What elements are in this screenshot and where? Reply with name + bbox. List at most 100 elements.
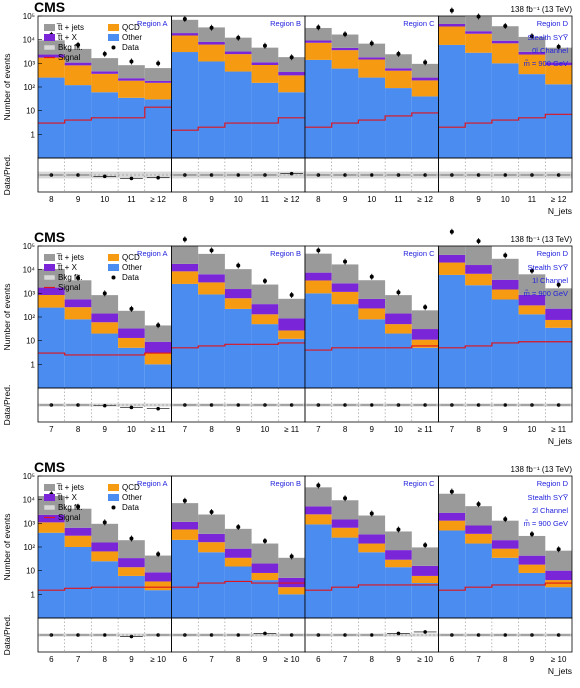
bar-ttjets	[198, 514, 225, 534]
ratio-point	[129, 634, 134, 639]
bar-qcd	[518, 54, 546, 75]
x-tick-label: 10	[367, 195, 376, 204]
data-point	[289, 55, 294, 60]
bar-ttjets	[518, 535, 546, 556]
cms-label: CMS	[34, 459, 65, 475]
x-tick-label: 7	[209, 655, 214, 664]
bar-other	[118, 575, 145, 618]
bar-ttjets	[411, 310, 439, 330]
x-tick-label: 8	[503, 655, 508, 664]
legend-label-other: Other	[122, 33, 142, 42]
legend-marker-data	[111, 45, 116, 50]
bar-ttx	[385, 313, 412, 325]
bar-other	[224, 308, 252, 388]
data-point	[236, 524, 241, 529]
bar-ttjets	[278, 557, 305, 578]
x-tick-label: 11	[261, 195, 270, 204]
bar-qcd	[491, 289, 519, 300]
legend-swatch-ttx	[44, 494, 55, 501]
bar-ttx	[385, 550, 412, 560]
legend-swatch-qcd	[108, 484, 119, 491]
x-tick-label: 9	[503, 425, 508, 434]
bar-other	[545, 84, 572, 158]
bar-qcd	[38, 57, 65, 78]
bar-ttjets	[385, 531, 412, 551]
bar-qcd	[171, 529, 199, 540]
bar-qcd	[385, 324, 412, 334]
bar-qcd	[438, 520, 466, 531]
data-point	[209, 25, 214, 30]
x-tick-label: 11	[127, 195, 136, 204]
bar-qcd	[545, 319, 572, 328]
x-tick-label: 8	[49, 195, 54, 204]
legend-label-qcd: QCD	[122, 23, 140, 32]
bar-other	[171, 539, 199, 618]
bar-ttx	[411, 77, 439, 81]
data-point	[289, 293, 294, 298]
legend-label-data: Data	[122, 503, 139, 512]
x-tick-label: 7	[316, 425, 321, 434]
bar-other	[224, 71, 252, 158]
ratio-point	[289, 171, 294, 176]
bar-ttjets	[64, 48, 92, 63]
bar-qcd	[545, 580, 572, 588]
bar-ttjets	[251, 543, 279, 564]
bar-ttx	[465, 31, 492, 34]
bar-ttjets	[518, 36, 546, 52]
legend-marker-data	[111, 275, 116, 280]
legend-label-data: Data	[122, 43, 139, 52]
x-tick-label: 10	[501, 195, 510, 204]
ratio-point	[236, 403, 241, 407]
region-label: Region D	[537, 479, 569, 488]
bar-other	[305, 59, 332, 158]
bar-other	[64, 85, 92, 158]
x-axis-label: N_jets	[548, 436, 572, 446]
bar-qcd	[251, 314, 279, 325]
bar-ttjets	[251, 284, 279, 305]
bar-ttjets	[91, 58, 119, 72]
bar-ttx	[171, 521, 199, 530]
bar-ttjets	[118, 310, 145, 329]
bar-ttjets	[144, 68, 172, 81]
data-point	[316, 25, 321, 30]
bar-other	[491, 299, 519, 388]
bar-ttjets	[91, 523, 119, 543]
bar-qcd	[251, 65, 279, 83]
legend-label-signal: Signal	[58, 513, 80, 522]
data-point	[369, 274, 374, 279]
ratio-frame	[438, 387, 573, 423]
bar-ttjets	[465, 16, 492, 32]
bar-qcd	[331, 50, 359, 69]
bar-qcd	[518, 305, 546, 315]
bar-qcd	[171, 35, 199, 53]
bar-ttx	[331, 519, 359, 528]
bar-ttx	[64, 299, 92, 308]
x-tick-label: ≥ 10	[150, 655, 166, 664]
region-label: Region B	[270, 19, 301, 28]
bar-ttx	[38, 287, 65, 296]
bar-other	[91, 333, 119, 388]
signal-line	[38, 586, 172, 591]
bar-ttjets	[144, 555, 172, 573]
bar-ttx	[38, 54, 65, 58]
x-tick-label: 9	[476, 195, 481, 204]
bar-ttx	[278, 72, 305, 76]
bar-ttjets	[358, 43, 386, 58]
y-axis-label: Number of events	[2, 513, 12, 580]
legend-swatch-other	[108, 34, 119, 41]
bar-other	[171, 52, 199, 159]
signal-model-label: Stealth SYY̅	[528, 493, 569, 502]
x-tick-label: 8	[476, 425, 481, 434]
bar-qcd	[385, 70, 412, 89]
y-tick-label: 10³	[23, 289, 35, 298]
bar-other	[545, 587, 572, 618]
data-point	[102, 291, 107, 296]
bar-other	[305, 293, 332, 388]
bar-qcd	[278, 587, 305, 595]
data-point	[449, 229, 454, 234]
region-label: Region C	[403, 479, 435, 488]
ratio-axis-label: Data/Pred.	[2, 615, 12, 656]
x-tick-label: 9	[343, 195, 348, 204]
bar-ttjets	[224, 269, 252, 290]
data-point	[182, 237, 187, 242]
